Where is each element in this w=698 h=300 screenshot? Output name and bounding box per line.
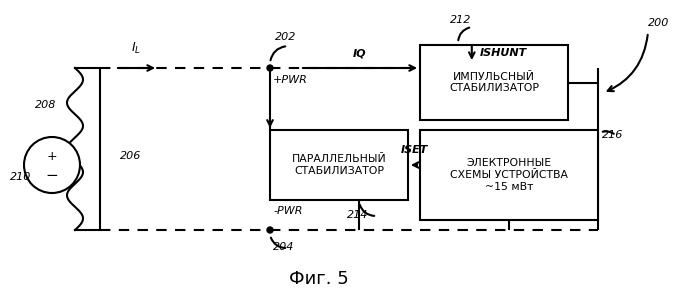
Circle shape xyxy=(267,227,273,233)
Text: ПАРАЛЛЕЛЬНЫЙ
СТАБИЛИЗАТОР: ПАРАЛЛЕЛЬНЫЙ СТАБИЛИЗАТОР xyxy=(292,154,387,176)
Text: 206: 206 xyxy=(120,151,142,161)
Text: $I_L$: $I_L$ xyxy=(131,41,142,56)
Text: −: − xyxy=(45,168,59,183)
Text: ISET: ISET xyxy=(401,145,428,155)
Bar xyxy=(420,45,568,120)
Text: 212: 212 xyxy=(450,15,471,25)
Text: +PWR: +PWR xyxy=(273,75,308,85)
Circle shape xyxy=(24,137,80,193)
Text: ISHUNT: ISHUNT xyxy=(480,48,527,58)
Text: 214: 214 xyxy=(347,210,369,220)
Text: ИМПУЛЬСНЫЙ
СТАБИЛИЗАТОР: ИМПУЛЬСНЫЙ СТАБИЛИЗАТОР xyxy=(449,72,539,93)
Text: 202: 202 xyxy=(275,32,297,42)
Bar xyxy=(420,130,598,220)
Bar xyxy=(270,130,408,200)
Text: 200: 200 xyxy=(648,18,669,28)
Text: IQ: IQ xyxy=(353,48,367,58)
Text: 216: 216 xyxy=(602,130,623,140)
Circle shape xyxy=(267,65,273,71)
Text: Фиг. 5: Фиг. 5 xyxy=(289,270,349,288)
Text: +: + xyxy=(47,149,57,163)
Text: 208: 208 xyxy=(35,100,57,110)
Text: -PWR: -PWR xyxy=(273,206,302,216)
Text: 204: 204 xyxy=(273,242,295,252)
Text: 210: 210 xyxy=(10,172,31,182)
Text: ЭЛЕКТРОННЫЕ
СХЕМЫ УСТРОЙСТВА
~15 мВт: ЭЛЕКТРОННЫЕ СХЕМЫ УСТРОЙСТВА ~15 мВт xyxy=(450,158,568,192)
